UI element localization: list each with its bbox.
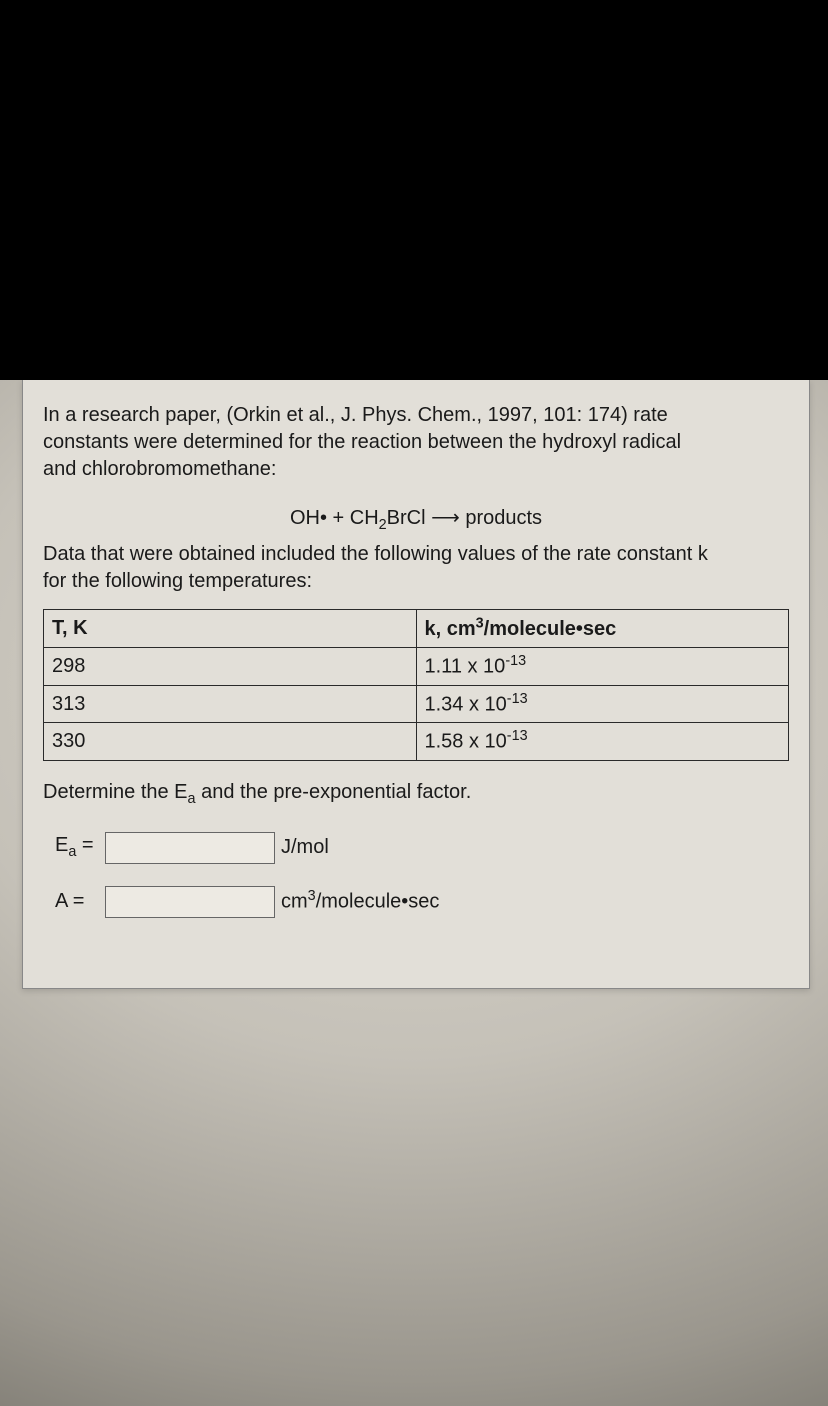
eq-arrow: ⟶ bbox=[431, 507, 460, 529]
data-line1: Data that were obtained included the fol… bbox=[43, 543, 708, 565]
cell-k: 1.11 x 10-13 bbox=[416, 648, 789, 686]
top-black-region bbox=[0, 0, 828, 380]
cell-k: 1.58 x 10-13 bbox=[416, 723, 789, 761]
a-unit-suffix: /molecule•sec bbox=[316, 891, 440, 913]
eq-plus: + CH bbox=[327, 507, 379, 529]
eq-brcl: BrCl bbox=[387, 507, 431, 529]
a-unit-sup: 3 bbox=[308, 888, 316, 904]
screen-region: In a research paper, (Orkin et al., J. P… bbox=[0, 380, 828, 1406]
header-k-sup: 3 bbox=[476, 615, 484, 631]
data-paragraph: Data that were obtained included the fol… bbox=[43, 541, 789, 595]
reaction-equation: OH• + CH2BrCl ⟶ products bbox=[43, 493, 789, 541]
header-k-prefix: k, cm bbox=[425, 618, 476, 640]
table-row: 330 1.58 x 10-13 bbox=[44, 723, 789, 761]
cell-k: 1.34 x 10-13 bbox=[416, 685, 789, 723]
cell-k-mantissa: 1.58 x 10 bbox=[425, 731, 507, 753]
task-suffix: and the pre-exponential factor. bbox=[196, 781, 472, 803]
question-panel: In a research paper, (Orkin et al., J. P… bbox=[22, 380, 810, 989]
cell-k-mantissa: 1.34 x 10 bbox=[425, 693, 507, 715]
cell-T: 313 bbox=[44, 685, 417, 723]
table-row: 298 1.11 x 10-13 bbox=[44, 648, 789, 686]
header-k-suffix: /molecule•sec bbox=[484, 618, 617, 640]
table-header-row: T, K k, cm3/molecule•sec bbox=[44, 610, 789, 648]
cell-T: 298 bbox=[44, 648, 417, 686]
header-T-text: T, K bbox=[52, 617, 88, 639]
ea-label-eq: = bbox=[76, 834, 93, 856]
a-label: A = bbox=[55, 888, 101, 915]
eq-rhs: products bbox=[460, 507, 542, 529]
task-prefix: Determine the E bbox=[43, 781, 188, 803]
ea-answer-row: Ea = J/mol bbox=[43, 832, 789, 864]
task-paragraph: Determine the Ea and the pre-exponential… bbox=[43, 779, 789, 809]
intro-line1: In a research paper, (Orkin et al., J. P… bbox=[43, 404, 668, 426]
eq-dot: • bbox=[320, 507, 327, 529]
a-unit-prefix: cm bbox=[281, 891, 308, 913]
cell-k-exp: -13 bbox=[507, 691, 528, 707]
cell-T: 330 bbox=[44, 723, 417, 761]
header-T: T, K bbox=[44, 610, 417, 648]
data-line2: for the following temperatures: bbox=[43, 570, 312, 592]
ea-label: Ea = bbox=[55, 832, 101, 862]
intro-line3: and chlorobromomethane: bbox=[43, 458, 276, 480]
ea-unit: J/mol bbox=[281, 834, 329, 861]
cell-k-exp: -13 bbox=[505, 653, 526, 669]
ea-label-prefix: E bbox=[55, 834, 68, 856]
eq-oh: OH bbox=[290, 507, 320, 529]
intro-line2: constants were determined for the reacti… bbox=[43, 431, 681, 453]
task-sub: a bbox=[188, 791, 196, 807]
cell-k-mantissa: 1.11 x 10 bbox=[425, 656, 506, 678]
ea-input[interactable] bbox=[105, 832, 275, 864]
rate-constant-table: T, K k, cm3/molecule•sec 298 1.11 x 10-1… bbox=[43, 609, 789, 761]
header-k: k, cm3/molecule•sec bbox=[416, 610, 789, 648]
table-row: 313 1.34 x 10-13 bbox=[44, 685, 789, 723]
a-answer-row: A = cm3/molecule•sec bbox=[43, 886, 789, 918]
eq-sub2: 2 bbox=[379, 517, 387, 533]
intro-paragraph: In a research paper, (Orkin et al., J. P… bbox=[43, 402, 789, 483]
cell-k-exp: -13 bbox=[507, 728, 528, 744]
a-unit: cm3/molecule•sec bbox=[281, 887, 439, 916]
a-input[interactable] bbox=[105, 886, 275, 918]
